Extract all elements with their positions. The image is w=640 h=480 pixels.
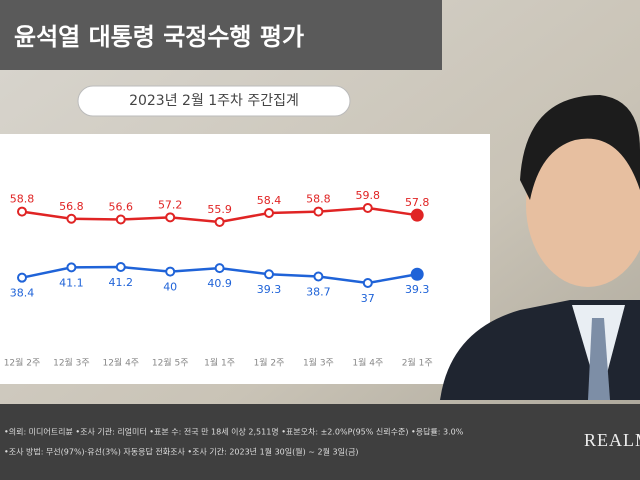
value-label: 37 <box>361 292 375 305</box>
x-tick-label: 1월 2주 <box>254 357 285 369</box>
point <box>264 269 274 280</box>
title-box <box>0 0 442 70</box>
chart-panel <box>0 134 490 384</box>
value-label: 40.9 <box>207 277 232 290</box>
value-label: 41.1 <box>59 276 84 289</box>
value-label: 39.3 <box>257 283 282 296</box>
point <box>214 263 225 274</box>
value-label: 38.4 <box>10 287 35 300</box>
point <box>115 214 126 225</box>
x-tick-label: 12월 3주 <box>53 357 90 369</box>
point <box>115 262 126 272</box>
point <box>66 213 77 224</box>
value-label: 57.8 <box>405 196 430 209</box>
x-tick-label: 2월 1주 <box>402 357 433 369</box>
footer-bar <box>0 404 640 480</box>
x-tick-label: 1월 4주 <box>352 357 383 369</box>
value-label: 39.3 <box>405 283 430 296</box>
value-label: 55.9 <box>207 203 232 216</box>
point <box>17 206 27 217</box>
value-label: 38.7 <box>306 286 331 299</box>
point <box>410 267 424 281</box>
footer-line: •조사 방법: 무선(97%)·유선(3%) 자동응답 전화조사 •조사 기간:… <box>4 447 359 457</box>
value-label: 58.4 <box>257 194 282 207</box>
point <box>17 272 27 283</box>
value-label: 56.6 <box>109 200 134 213</box>
logo: REALMETER <box>584 430 640 450</box>
x-tick-label: 1월 3주 <box>303 357 334 369</box>
subtitle-pill <box>77 85 351 117</box>
value-label: 58.8 <box>306 193 331 206</box>
footer-line: •의뢰: 미디어트리뷴 •조사 기관: 리얼미터 •표본 수: 전국 만 18세… <box>4 427 464 437</box>
point <box>362 278 373 288</box>
value-label: 40 <box>163 281 177 294</box>
point <box>66 262 77 273</box>
value-label: 58.8 <box>10 193 35 206</box>
portrait <box>440 95 640 400</box>
point <box>313 206 324 217</box>
title: 윤석열 대통령 국정수행 평가 <box>14 23 304 51</box>
subtitle: 2023년 2월 1주차 주간집계 <box>129 93 299 109</box>
point <box>165 212 176 223</box>
x-tick-label: 12월 4주 <box>102 357 139 369</box>
point <box>214 217 225 227</box>
point <box>410 208 424 222</box>
x-tick-label: 12월 2주 <box>4 357 41 369</box>
value-label: 59.8 <box>356 189 381 202</box>
x-tick-label: 12월 5주 <box>152 357 189 369</box>
point <box>313 271 324 282</box>
point <box>264 208 274 219</box>
point <box>165 266 176 277</box>
value-label: 41.2 <box>109 276 134 289</box>
value-label: 56.8 <box>59 200 84 213</box>
value-label: 57.2 <box>158 198 183 211</box>
point <box>362 203 373 213</box>
x-tick-label: 1월 1주 <box>204 357 235 369</box>
